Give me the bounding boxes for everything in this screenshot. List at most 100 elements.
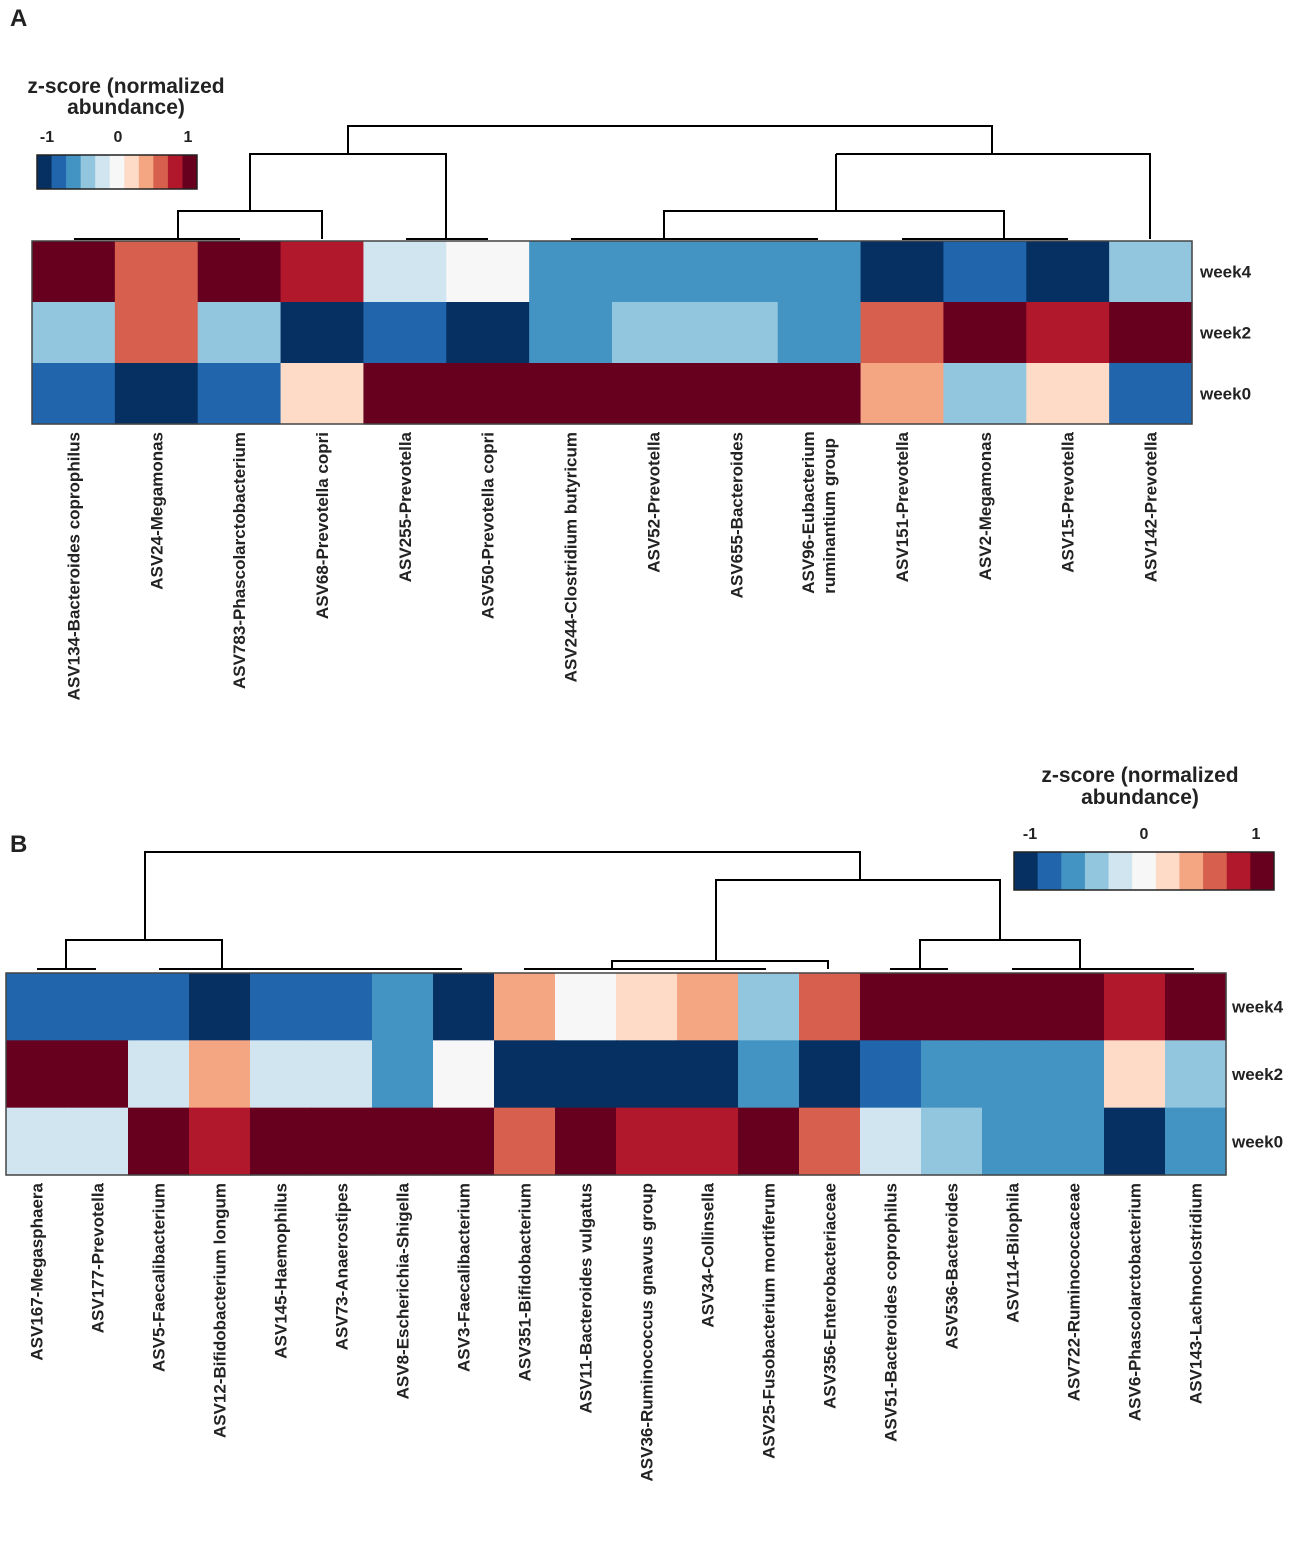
heatmap-cell-week2-14 — [799, 1040, 861, 1109]
heatmap-cell-week0-1 — [32, 363, 116, 425]
heatmap-cell-week4-8 — [433, 973, 495, 1041]
heatmap-cell-week4-20 — [1165, 973, 1227, 1041]
heatmap-cell-week0-8 — [433, 1107, 495, 1176]
column-label-10: ASV11-Bacteroides vulgatus — [577, 1183, 596, 1414]
column-label-8: ASV52-Prevotella — [644, 431, 663, 572]
heatmap-cell-week2-9 — [694, 302, 779, 364]
heatmap-cell-week2-8 — [433, 1040, 495, 1109]
heatmap-cell-week4-12 — [677, 973, 739, 1041]
column-label-3: ASV5-Faecalibacterium — [150, 1183, 169, 1372]
heatmap-cell-week4-11 — [860, 241, 945, 303]
heatmap-cell-week4-8 — [612, 241, 696, 303]
heatmap-cell-week2-18 — [1043, 1040, 1105, 1109]
row-label-week4: week4 — [1231, 998, 1284, 1017]
heatmap-cell-week0-8 — [612, 363, 696, 425]
heatmap-cell-week4-6 — [311, 973, 373, 1041]
colorbar-swatch — [1132, 852, 1157, 890]
dendro-b-left — [65, 939, 223, 969]
heatmap-cell-week0-11 — [616, 1107, 678, 1176]
heatmap-cell-week2-8 — [612, 302, 696, 364]
dendro-a-root — [347, 125, 993, 154]
panel-b-legend: z-score (normalized abundance) -1 0 1 — [1013, 764, 1275, 891]
column-label-line: ASV96-Eubacterium — [799, 431, 818, 594]
heatmap-cell-week4-6 — [446, 241, 530, 303]
column-label-5: ASV255-Prevotella — [396, 431, 415, 582]
heatmap-cell-week2-12 — [677, 1040, 739, 1109]
panel-b-legend-title-line2: abundance) — [1081, 786, 1199, 809]
heatmap-cell-week4-19 — [1104, 973, 1166, 1041]
dendro-a-left — [249, 153, 447, 239]
colorbar-swatch — [1155, 852, 1180, 890]
column-label-3: ASV783-Phascolarctobacterium — [230, 432, 249, 689]
panel-a-colorbar — [36, 154, 198, 190]
panel-a-dendrogram — [74, 125, 1151, 240]
dendro-b-right — [715, 879, 1001, 961]
column-label-12: ASV34-Collinsella — [699, 1182, 718, 1327]
heatmap-cell-week4-3 — [197, 241, 282, 303]
colorbar-swatch — [1179, 852, 1204, 890]
panel-a-legend-tick-max: 1 — [184, 129, 193, 146]
heatmap-cell-week4-11 — [616, 973, 678, 1041]
heatmap-cell-week4-3 — [128, 973, 190, 1041]
heatmap-cell-week2-1 — [6, 1040, 68, 1109]
heatmap-cell-week0-13 — [738, 1107, 800, 1176]
heatmap-cell-week4-4 — [189, 973, 251, 1041]
panel-b-colorbar — [1013, 851, 1275, 891]
colorbar-border — [1013, 851, 1275, 891]
row-label-week0: week0 — [1231, 1132, 1283, 1151]
panel-b-heatmap — [6, 973, 1227, 1176]
heatmap-cell-week0-15 — [860, 1107, 922, 1176]
heatmap-cell-week2-16 — [921, 1040, 983, 1109]
heatmap-cell-week2-4 — [280, 302, 365, 364]
heatmap-cell-week0-14 — [799, 1107, 861, 1176]
panel-a-legend-title-line1: z-score (normalized — [27, 75, 224, 98]
heatmap-cell-week4-15 — [860, 973, 922, 1041]
heatmap-cell-week2-2 — [67, 1040, 129, 1109]
colorbar-swatch — [1203, 852, 1228, 890]
panel-b-legend-title-line1: z-score (normalized — [1041, 764, 1238, 787]
heatmap-cell-week2-9 — [494, 1040, 556, 1109]
heatmap-cell-week4-4 — [280, 241, 365, 303]
column-label-6: ASV50-Prevotella copri — [479, 432, 498, 619]
heatmap-cell-week2-13 — [738, 1040, 800, 1109]
colorbar-swatch — [1108, 852, 1133, 890]
heatmap-cell-week2-15 — [860, 1040, 922, 1109]
panel-b-column-labels: ASV167-Megasphaera ASV177-Prevotella ASV5-… — [28, 1182, 1206, 1481]
heatmap-cell-week2-10 — [777, 302, 862, 364]
heatmap-cell-week0-10 — [555, 1107, 617, 1176]
panel-b: B z-score (normalized abundance) -1 0 1 … — [5, 764, 1284, 1482]
column-label-14: ASV142-Prevotella — [1142, 431, 1161, 582]
colorbar-swatch — [80, 155, 96, 189]
panel-a-label: A — [10, 5, 27, 32]
colorbar-swatch — [182, 155, 198, 189]
colorbar-swatch — [51, 155, 67, 189]
column-label-10: ASV96-Eubacterium ruminantium group — [799, 431, 839, 594]
dendro-a-left-sub — [177, 210, 323, 239]
colorbar-swatch — [167, 155, 183, 189]
heatmap-cell-week0-6 — [446, 363, 530, 425]
panel-b-legend-tick-min: -1 — [1023, 826, 1037, 843]
heatmap-cell-week4-14 — [799, 973, 861, 1041]
colorbar-swatch — [1014, 852, 1039, 890]
heatmap-cell-week0-3 — [128, 1107, 190, 1176]
heatmap-cell-week2-11 — [616, 1040, 678, 1109]
colorbar-swatch — [1037, 852, 1062, 890]
heatmap-cell-week2-7 — [372, 1040, 434, 1109]
heatmap-cell-week0-12 — [943, 363, 1027, 425]
heatmap-cell-week0-9 — [694, 363, 779, 425]
column-label-16: ASV536-Bacteroides — [943, 1183, 962, 1349]
heatmap-cell-week4-5 — [250, 973, 312, 1041]
colorbar-swatch — [1226, 852, 1251, 890]
column-label-17: ASV114-Bilophila — [1004, 1182, 1023, 1322]
column-label-2: ASV177-Prevotella — [89, 1182, 108, 1333]
colorbar-swatch — [1084, 852, 1110, 890]
row-label-week0: week0 — [1199, 385, 1251, 404]
heatmap-cell-week0-7 — [529, 363, 613, 425]
column-label-20: ASV143-Lachnoclostridium — [1187, 1183, 1206, 1404]
colorbar-swatch — [109, 155, 125, 189]
heatmap-cell-week2-5 — [363, 302, 447, 364]
heatmap-cell-week4-1 — [32, 241, 116, 303]
heatmap-cell-week0-4 — [280, 363, 365, 425]
heatmap-cell-week0-7 — [372, 1107, 434, 1176]
heatmap-cell-week2-14 — [1109, 302, 1193, 364]
